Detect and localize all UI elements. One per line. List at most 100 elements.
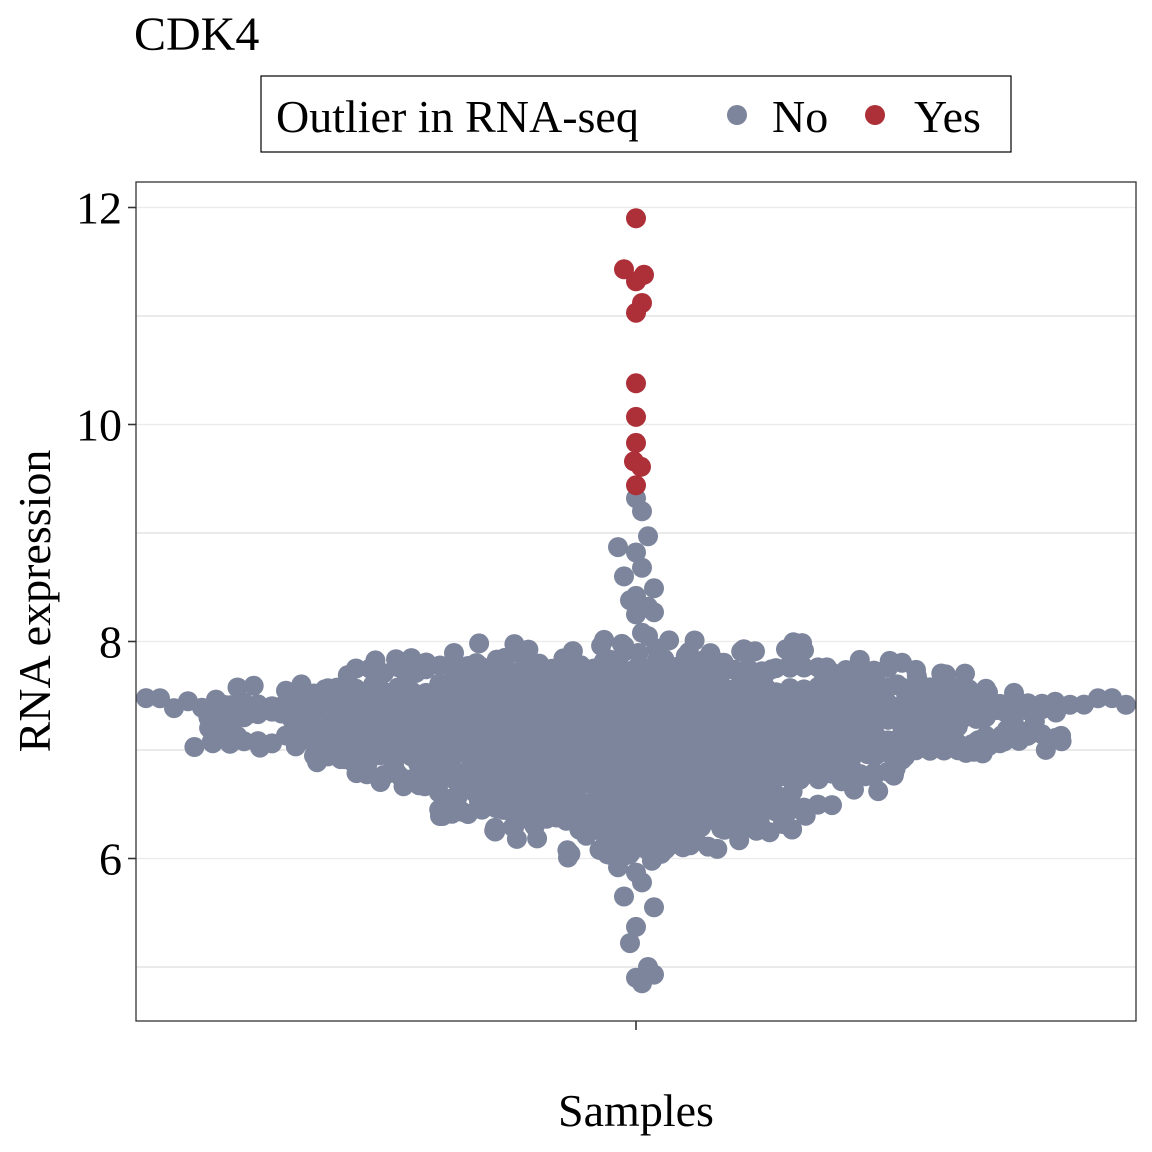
data-point-no (290, 680, 310, 701)
data-point-no (640, 745, 660, 766)
data-point-no (612, 729, 632, 750)
data-point-no (318, 701, 338, 722)
points-yes (614, 208, 654, 496)
data-point-no (374, 765, 394, 785)
data-point-no (746, 820, 767, 841)
data-point-no (637, 815, 658, 836)
data-point-no (402, 728, 422, 749)
data-point-no (626, 680, 646, 701)
data-point-no (584, 766, 604, 787)
data-point-no (206, 725, 226, 746)
data-point-no (598, 729, 618, 750)
data-point-no (598, 713, 618, 734)
data-point-no (640, 729, 660, 750)
data-point-no (227, 677, 248, 698)
data-point-no (206, 705, 226, 726)
data-point-no (668, 680, 688, 701)
data-point-no (640, 680, 660, 701)
data-point-no (632, 973, 652, 994)
data-point-no (626, 712, 646, 733)
data-point-no (184, 737, 205, 757)
data-point-no (164, 698, 184, 719)
data-point-no (472, 727, 492, 748)
data-point-yes (626, 302, 646, 323)
data-point-yes (626, 432, 646, 453)
data-point-no (663, 782, 684, 803)
data-point-no (644, 578, 664, 599)
data-point-no (276, 680, 296, 701)
data-point-no (766, 658, 786, 679)
data-point-no (472, 682, 492, 703)
data-point-no (696, 680, 716, 701)
data-point-no (609, 821, 630, 842)
data-point-no (976, 678, 996, 699)
data-point-no (654, 713, 674, 733)
data-point-no (556, 728, 576, 749)
data-point-no (614, 636, 635, 656)
y-tick-label: 10 (76, 400, 122, 451)
data-point-no (644, 897, 664, 918)
legend-box (260, 75, 1012, 153)
x-axis-label: Samples (558, 1085, 714, 1136)
data-point-yes (631, 456, 651, 477)
data-point-no (514, 713, 534, 734)
data-point-no (629, 836, 650, 857)
data-point-no (794, 657, 814, 678)
data-point-no (682, 728, 702, 749)
data-point-no (612, 745, 632, 766)
y-axis: 6 8 10 12 (76, 183, 136, 885)
data-point-no (500, 713, 520, 734)
data-point-no (752, 765, 772, 786)
data-point-no (640, 799, 660, 820)
data-point-no (652, 827, 672, 848)
data-point-no (584, 746, 604, 767)
data-point-no (444, 643, 464, 663)
data-point-no (469, 633, 490, 654)
data-point-no (682, 765, 702, 786)
data-point-no (738, 714, 758, 735)
data-point-no (651, 843, 672, 864)
data-point-no (626, 604, 646, 625)
y-tick-label: 12 (76, 183, 122, 234)
data-point-no (514, 745, 534, 766)
data-point-no (626, 745, 646, 766)
data-point-no (608, 537, 628, 558)
data-point-no (570, 729, 590, 750)
data-point-no (594, 629, 615, 650)
data-point-no (678, 642, 699, 663)
data-point-no (782, 819, 803, 840)
data-point-no (356, 764, 377, 785)
data-point-no (1116, 694, 1136, 715)
data-point-no (556, 681, 576, 702)
data-point-no (808, 692, 828, 713)
legend-label-no: No (772, 91, 828, 142)
chart-title: CDK4 (134, 8, 259, 61)
data-point-no (654, 658, 674, 679)
data-point-no (304, 717, 324, 738)
data-point-no (682, 713, 702, 734)
data-point-yes (626, 373, 646, 394)
data-point-no (486, 770, 506, 791)
data-point-no (620, 933, 640, 954)
data-point-no (696, 714, 716, 734)
data-point-no (696, 799, 716, 820)
data-point-yes (626, 406, 646, 427)
y-axis-label: RNA expression (9, 450, 60, 753)
data-point-no (136, 688, 156, 709)
data-point-no (780, 657, 800, 678)
y-tick-label: 6 (99, 834, 122, 885)
data-point-no (654, 799, 674, 820)
legend-key-yes (865, 105, 885, 125)
data-point-no (318, 746, 338, 767)
data-point-no (1046, 702, 1066, 723)
data-point-no (584, 658, 604, 679)
data-point-no (612, 799, 632, 820)
data-point-no (654, 729, 674, 750)
data-point-no (794, 640, 814, 661)
data-point-no (458, 745, 478, 766)
data-point-no (500, 728, 520, 749)
data-point-no (626, 542, 646, 563)
data-point-no (640, 712, 660, 733)
data-point-no (542, 728, 562, 749)
data-point-no (906, 659, 926, 680)
